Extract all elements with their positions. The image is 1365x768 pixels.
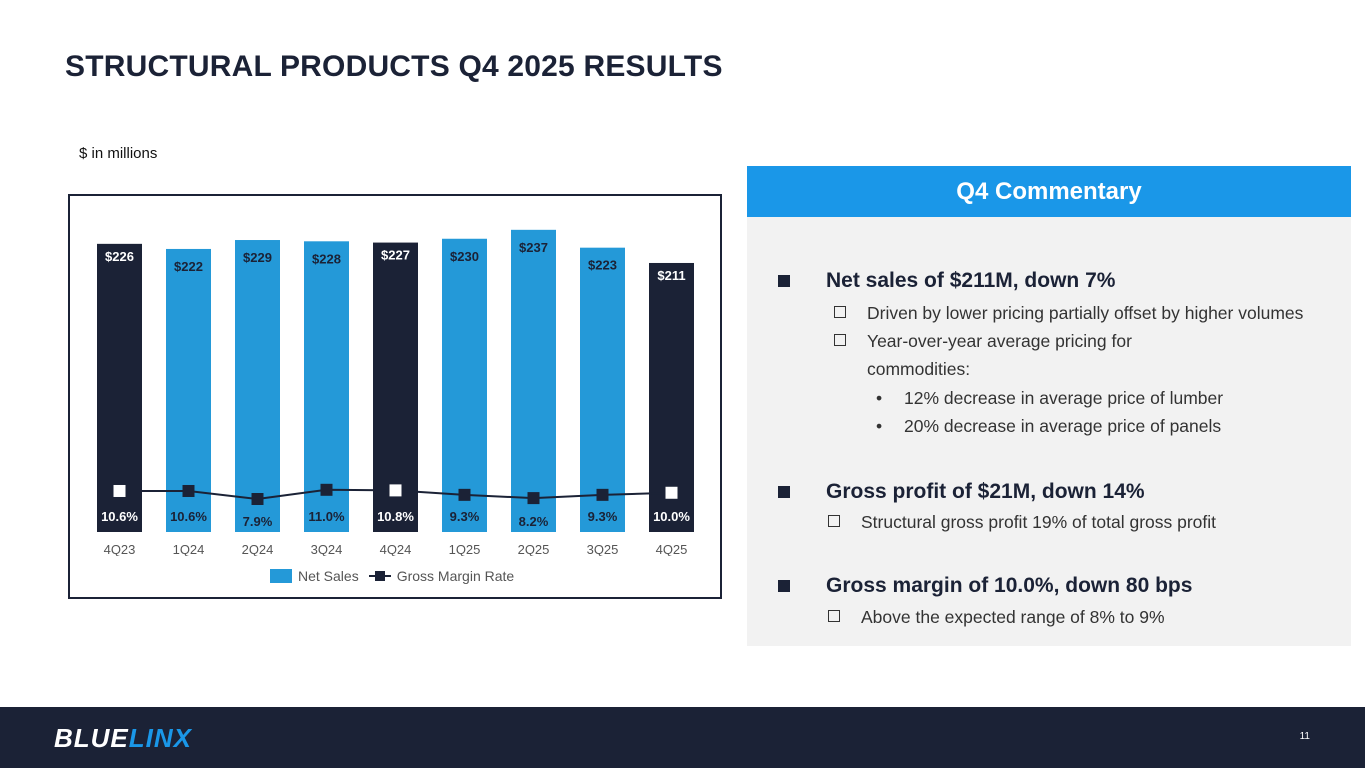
bar-value-label: $228	[312, 251, 341, 266]
bar-2Q24	[235, 240, 280, 532]
square-bullet-icon	[778, 275, 790, 287]
chart-frame: $226 4Q23 $222 1Q24 $229 2Q24 $228 3Q24 $227 4Q24…	[68, 194, 722, 599]
bar-1Q25	[442, 238, 487, 532]
sub-expected-range: Above the expected range of 8% to 9%	[828, 603, 1165, 631]
dot-lumber: • 12% decrease in average price of lumbe…	[876, 388, 1224, 409]
legend-label-net-sales: Net Sales	[298, 568, 359, 584]
footer-bar: BLUELINX 11	[0, 707, 1365, 768]
square-bullet-icon	[778, 486, 790, 498]
bullet-gross-profit-text: Gross profit of $21M, down 14%	[826, 480, 1145, 503]
dot-panels-text: 20% decrease in average price of panels	[904, 416, 1222, 436]
bar-value-label: $227	[381, 248, 410, 263]
checkbox-bullet-icon	[834, 306, 846, 318]
margin-marker-3Q25	[596, 488, 609, 501]
margin-value-label: 10.0%	[653, 509, 690, 524]
sub-pricing-volumes-text: Driven by lower pricing partially offset…	[867, 303, 1304, 323]
chart-legend: Net Sales Gross Margin Rate	[270, 568, 514, 584]
logo-linx: LINX	[128, 723, 193, 753]
checkbox-bullet-icon	[828, 515, 840, 527]
square-bullet-icon	[778, 580, 790, 592]
bluelinx-logo: BLUELINX	[54, 723, 192, 754]
bar-value-label: $211	[657, 268, 685, 283]
legend-item-net-sales: Net Sales	[270, 568, 359, 584]
x-tick-label: 3Q24	[311, 542, 343, 556]
bullet-gross-margin: Gross margin of 10.0%, down 80 bps	[778, 574, 1193, 598]
sub-structural-gp-text: Structural gross profit 19% of total gro…	[861, 512, 1217, 532]
margin-marker-4Q24	[389, 484, 402, 497]
x-tick-label: 1Q24	[173, 542, 205, 556]
checkbox-bullet-icon	[834, 334, 846, 346]
bar-value-label: $223	[588, 258, 617, 273]
bullet-net-sales-text: Net sales of $211M, down 7%	[826, 269, 1116, 292]
margin-value-label: 10.8%	[377, 509, 414, 524]
bar-4Q23	[97, 243, 142, 532]
margin-marker-1Q24	[182, 484, 195, 497]
sub-yoy-pricing-line1: Year-over-year average pricing for	[867, 331, 1132, 351]
bullet-gross-profit: Gross profit of $21M, down 14%	[778, 480, 1145, 504]
x-tick-label: 2Q25	[518, 542, 550, 556]
bar-3Q25	[580, 247, 625, 533]
margin-value-label: 11.0%	[308, 509, 345, 524]
checkbox-bullet-icon	[828, 610, 840, 622]
dot-bullet-icon: •	[876, 416, 883, 436]
bar-value-label: $229	[243, 250, 272, 265]
legend-item-gross-margin: Gross Margin Rate	[368, 568, 515, 584]
margin-value-label: 9.3%	[450, 509, 480, 524]
margin-marker-1Q25	[458, 488, 471, 501]
margin-marker-2Q24	[251, 493, 264, 505]
sub-yoy-pricing-line2: commodities:	[867, 359, 971, 379]
x-tick-label: 1Q25	[449, 542, 481, 556]
margin-marker-3Q24	[320, 483, 333, 496]
margin-value-label: 8.2%	[519, 514, 549, 529]
page-number: 11	[1299, 731, 1310, 742]
sub-expected-range-text: Above the expected range of 8% to 9%	[861, 607, 1165, 627]
legend-label-gross-margin: Gross Margin Rate	[396, 568, 515, 584]
sales-margin-chart: $226 4Q23 $222 1Q24 $229 2Q24 $228 3Q24 $227 4Q24…	[97, 229, 694, 556]
margin-marker-4Q23	[113, 484, 126, 497]
x-tick-label: 2Q24	[242, 542, 274, 556]
margin-value-label: 9.3%	[588, 509, 618, 524]
sub-pricing-volumes: Driven by lower pricing partially offset…	[834, 299, 1304, 327]
sub-yoy-pricing: Year-over-year average pricing for commo…	[834, 327, 1132, 383]
x-tick-label: 4Q25	[656, 542, 688, 556]
commentary-header: Q4 Commentary	[747, 166, 1351, 217]
bar-1Q24	[166, 248, 211, 532]
margin-value-label: 10.6%	[101, 509, 138, 524]
bar-3Q24	[304, 241, 349, 533]
dot-bullet-icon: •	[876, 388, 883, 408]
margin-marker-2Q25	[527, 492, 540, 505]
bullet-net-sales: Net sales of $211M, down 7%	[778, 269, 1116, 293]
margin-marker-4Q25	[665, 486, 678, 499]
margin-value-label: 7.9%	[243, 514, 273, 529]
legend-swatch-net-sales	[270, 569, 292, 583]
bar-4Q24	[373, 242, 418, 532]
dot-panels: • 20% decrease in average price of panel…	[876, 416, 1222, 437]
sub-structural-gp: Structural gross profit 19% of total gro…	[828, 508, 1217, 536]
bar-value-label: $222	[174, 259, 203, 274]
bar-value-label: $237	[519, 240, 548, 255]
x-tick-label: 4Q23	[104, 542, 136, 556]
logo-blue: BLUE	[54, 723, 129, 753]
legend-swatch-gross-margin	[368, 569, 391, 583]
units-note: $ in millions	[79, 145, 158, 162]
x-tick-label: 4Q24	[380, 542, 412, 556]
commentary-panel: Q4 Commentary Net sales of $211M, down 7…	[747, 166, 1351, 646]
margin-value-label: 10.6%	[170, 509, 207, 524]
bullet-gross-margin-text: Gross margin of 10.0%, down 80 bps	[826, 574, 1193, 597]
bar-2Q25	[511, 229, 556, 532]
bar-value-label: $226	[105, 249, 134, 264]
x-tick-label: 3Q25	[587, 542, 619, 556]
page-title: STRUCTURAL PRODUCTS Q4 2025 RESULTS	[65, 50, 723, 83]
bar-value-label: $230	[450, 249, 479, 264]
dot-lumber-text: 12% decrease in average price of lumber	[904, 388, 1224, 408]
